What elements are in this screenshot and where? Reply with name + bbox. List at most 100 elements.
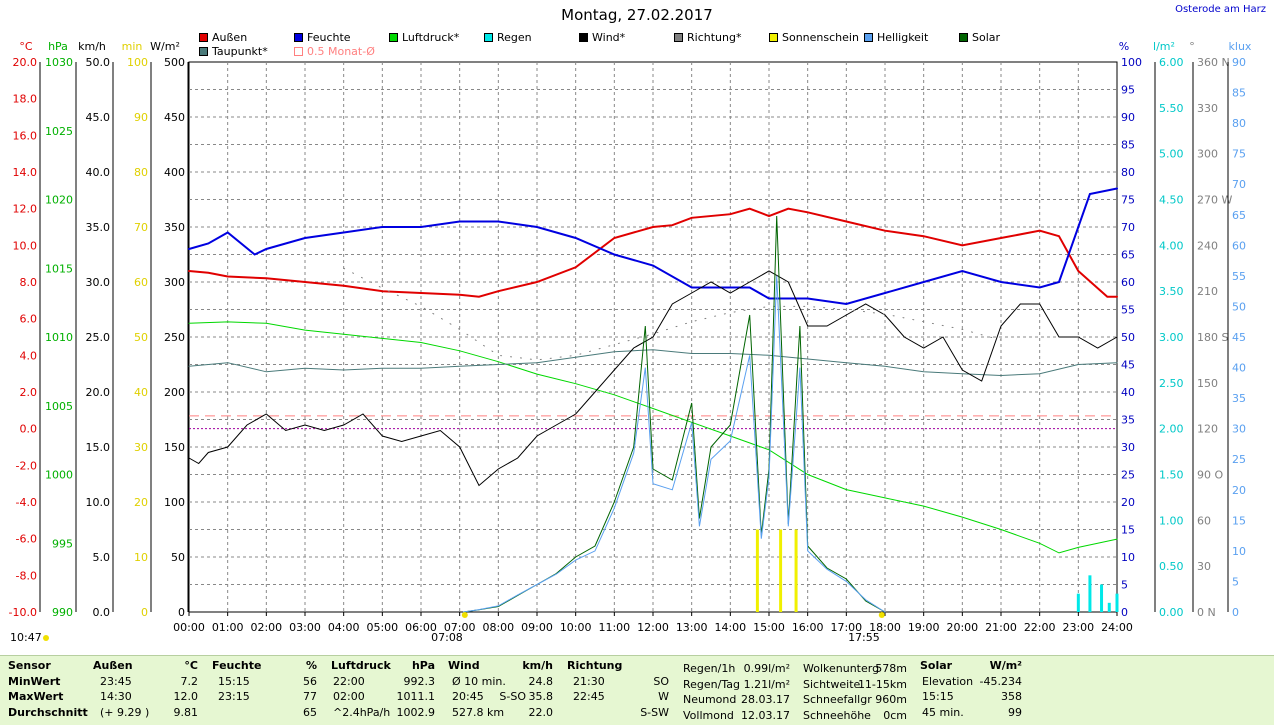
table-cell: 9.81 bbox=[173, 705, 199, 719]
table-cell: 56 bbox=[303, 674, 317, 688]
x-tick-label: 09:00 bbox=[521, 621, 553, 634]
table-cell: 20:45 bbox=[452, 690, 484, 703]
legend-swatch bbox=[199, 47, 208, 56]
left-axis-tick: 6.0 bbox=[20, 313, 38, 326]
x-tick-label: 16:00 bbox=[792, 621, 824, 634]
table-cell: 1002.9 bbox=[396, 705, 436, 719]
left-axis-tick: 0.0 bbox=[93, 606, 111, 619]
series-line bbox=[188, 187, 1118, 306]
header-unit: hPa bbox=[411, 659, 435, 672]
right-axis-tick: 20 bbox=[1121, 496, 1135, 509]
x-tick-label: 24:00 bbox=[1101, 621, 1133, 634]
table-cell: 22.0 bbox=[528, 705, 554, 719]
header-unit: % bbox=[305, 659, 317, 672]
table-cell: Regen/Tag bbox=[683, 677, 740, 691]
right-axis-tick: 0 bbox=[1232, 606, 1239, 619]
right-axis-tick: 25 bbox=[1121, 469, 1135, 482]
legend-label: Sonnenschein bbox=[782, 31, 859, 44]
left-axis-tick: 80 bbox=[134, 166, 148, 179]
legend-label: Taupunkt* bbox=[212, 45, 268, 58]
table-cell: SO bbox=[653, 674, 669, 688]
table-cell: 527.8 km bbox=[452, 705, 505, 719]
left-axis-tick: 350 bbox=[164, 221, 185, 234]
left-axis-tick: 100 bbox=[127, 56, 148, 69]
table-cell: (+ 9.29 ) bbox=[100, 705, 150, 719]
right-axis-tick: 5 bbox=[1232, 575, 1239, 588]
x-tick-label: 05:00 bbox=[366, 621, 398, 634]
left-axis-tick: 995 bbox=[52, 537, 73, 550]
legend-label: Solar bbox=[972, 31, 1001, 44]
right-axis-tick: 80 bbox=[1232, 117, 1246, 130]
header-solar: Solar bbox=[920, 659, 953, 672]
legend-swatch bbox=[294, 33, 303, 42]
legend-swatch bbox=[864, 33, 873, 42]
table-cell: 0cm bbox=[883, 708, 907, 722]
table-cell: 12.0 bbox=[173, 690, 199, 703]
x-tick-label: 02:00 bbox=[250, 621, 282, 634]
right-axis-tick: 75 bbox=[1121, 194, 1135, 207]
right-axis-tick: 20 bbox=[1232, 484, 1246, 497]
legend-item: Wind* bbox=[579, 31, 625, 44]
table-cell: Regen/1h bbox=[683, 662, 736, 675]
left-axis-tick: 50 bbox=[171, 551, 185, 564]
left-axis-unit: hPa bbox=[48, 40, 68, 53]
table-cell: S-SW bbox=[640, 705, 669, 719]
header-unit: W/m² bbox=[989, 659, 1022, 672]
right-axis-tick: 5 bbox=[1121, 579, 1128, 592]
x-tick-label: 03:00 bbox=[289, 621, 321, 634]
table-cell: 578m bbox=[875, 662, 907, 675]
row-label: MinWert bbox=[8, 674, 61, 688]
left-axis-tick: 20.0 bbox=[86, 386, 111, 399]
right-axis-tick: 240 bbox=[1197, 239, 1218, 252]
left-axis-tick: 1015 bbox=[45, 262, 73, 275]
right-axis-tick: 1.00 bbox=[1159, 514, 1184, 527]
table-cell: Elevation bbox=[922, 674, 974, 688]
table-cell: 23:15 bbox=[218, 690, 250, 703]
row-label: Durchschnitt bbox=[8, 705, 88, 719]
right-axis-unit: ° bbox=[1189, 40, 1195, 53]
weather-chart: 00:00 01:00 02:00 03:00 04:00 05:00 06:00 07:00… bbox=[9, 40, 1252, 644]
legend-item: Richtung* bbox=[674, 31, 741, 44]
right-axis-tick: 30 bbox=[1232, 423, 1246, 436]
left-axis-tick: 25.0 bbox=[86, 331, 111, 344]
time-marker bbox=[43, 635, 49, 641]
header-sensor: Sensor bbox=[8, 659, 51, 672]
left-axis-tick: 18.0 bbox=[13, 93, 38, 106]
right-axis-tick: 45 bbox=[1121, 359, 1135, 372]
table-cell: Ø 10 min. bbox=[452, 674, 506, 688]
left-axis-tick: 12.0 bbox=[13, 203, 38, 216]
x-tick-label: 08:00 bbox=[482, 621, 514, 634]
legend-label: 0.5 Monat-Ø bbox=[307, 45, 375, 58]
right-axis-tick: 30 bbox=[1197, 560, 1211, 573]
time-label: 10:47 bbox=[10, 631, 42, 644]
location-label: Osterode am Harz bbox=[1175, 4, 1266, 15]
table-cell: ^2.4hPa/h bbox=[333, 705, 391, 719]
right-axis-tick: 25 bbox=[1232, 453, 1246, 466]
right-axis-tick: 60 bbox=[1121, 276, 1135, 289]
right-axis-tick: 65 bbox=[1232, 209, 1246, 222]
table-cell: 21:30 bbox=[573, 674, 605, 688]
table-cell: W bbox=[658, 690, 669, 703]
left-axis-tick: 100 bbox=[164, 496, 185, 509]
table-cell: 23:45 bbox=[100, 674, 132, 688]
x-tick-label: 23:00 bbox=[1062, 621, 1094, 634]
table-cell: 960m bbox=[875, 693, 907, 706]
left-axis-tick: -10.0 bbox=[9, 606, 37, 619]
sunset-marker bbox=[878, 612, 885, 618]
left-axis-tick: -4.0 bbox=[16, 496, 37, 509]
chart-title: Montag, 27.02.2017 bbox=[561, 6, 713, 24]
legend-item: Helligkeit bbox=[864, 31, 928, 44]
legend-item: Solar bbox=[959, 31, 1000, 44]
table-cell: 28.03.17 bbox=[741, 693, 790, 706]
left-axis-tick: 300 bbox=[164, 276, 185, 289]
right-axis-tick: 30 bbox=[1121, 441, 1135, 454]
table-cell: Sichtweite bbox=[803, 677, 861, 691]
right-axis-tick: 40 bbox=[1232, 362, 1246, 375]
x-tick-label: 01:00 bbox=[212, 621, 244, 634]
legend-item: Luftdruck* bbox=[389, 31, 459, 44]
right-axis-tick: 35 bbox=[1232, 392, 1246, 405]
right-axis-tick: 65 bbox=[1121, 249, 1135, 262]
left-axis-tick: 450 bbox=[164, 111, 185, 124]
right-axis-tick: 10 bbox=[1232, 545, 1246, 558]
right-axis-tick: 35 bbox=[1121, 414, 1135, 427]
